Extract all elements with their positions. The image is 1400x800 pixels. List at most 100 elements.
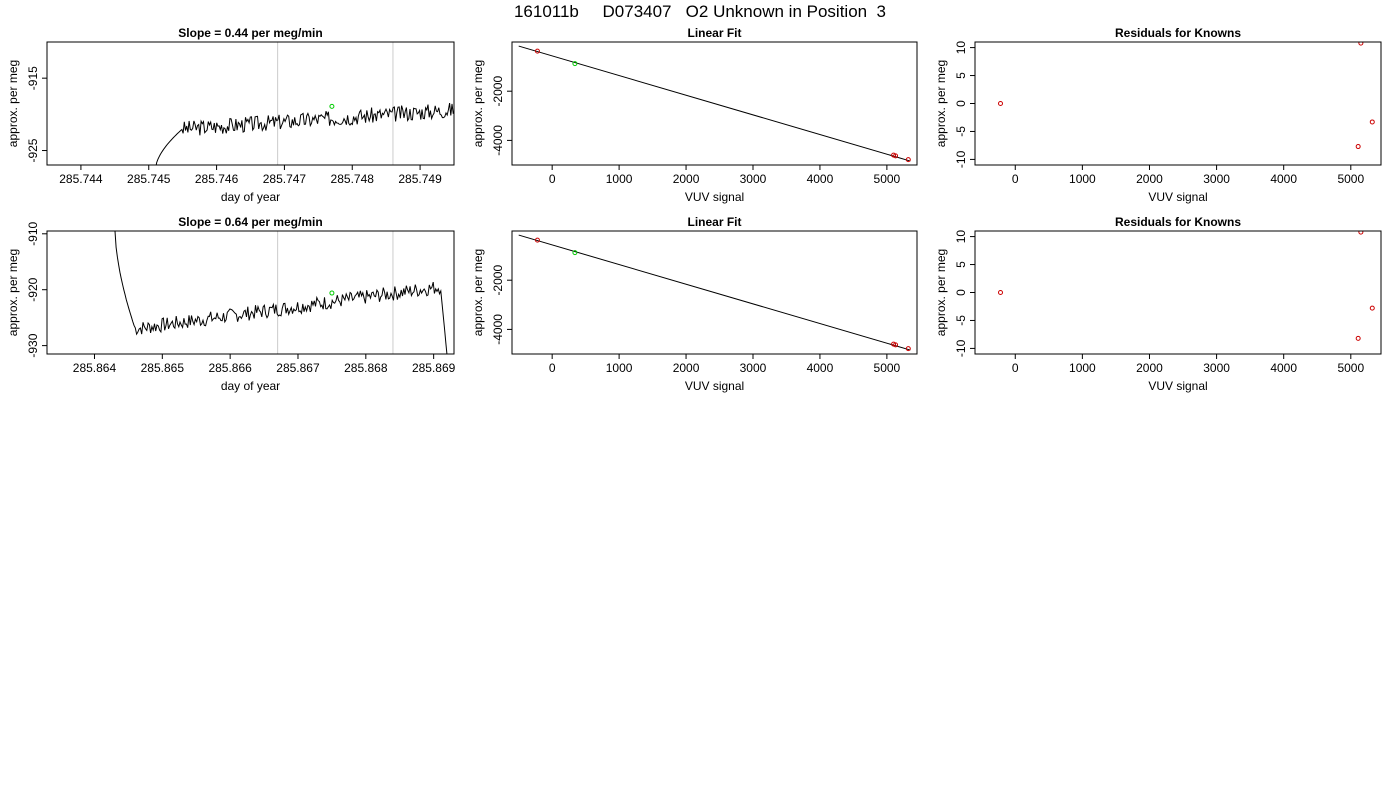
x-tick-label: 3000	[740, 361, 767, 375]
x-tick-label: 0	[549, 172, 556, 186]
x-tick-label: 285.745	[127, 172, 171, 186]
known-point	[1355, 144, 1361, 150]
chart-panel: Slope = 0.64 per meg/min day of year appro…	[6, 215, 456, 393]
unknown-point	[572, 61, 578, 67]
x-tick-label: 2000	[1136, 361, 1163, 375]
x-tick-label: 0	[1012, 361, 1019, 375]
y-tick-label: 10	[954, 230, 968, 244]
x-tick-label: 2000	[673, 172, 700, 186]
chart-panel: Linear Fit VUV signal approx. per meg 0 1000…	[471, 215, 918, 393]
y-tick-label: -4000	[491, 314, 505, 345]
plot-frame	[511, 41, 918, 166]
y-tick-label: -915	[26, 66, 40, 90]
x-tick-label: 3000	[1203, 172, 1230, 186]
x-tick-label: 5000	[1337, 172, 1364, 186]
panel-title: Linear Fit	[687, 215, 741, 229]
y-tick-label: -5	[954, 126, 968, 137]
y-tick-label: 5	[954, 72, 968, 79]
x-tick-label: 5000	[874, 361, 901, 375]
x-tick-label: 5000	[874, 172, 901, 186]
page-title: 161011b D073407 O2 Unknown in Position 3	[513, 2, 887, 21]
x-axis-label: VUV signal	[1148, 190, 1207, 204]
panel-title: Slope = 0.64 per meg/min	[178, 215, 322, 229]
panel-title: Residuals for Knowns	[1115, 215, 1241, 229]
plot-area	[518, 234, 911, 352]
x-tick-label: 285.869	[412, 361, 456, 375]
x-tick-label: 3000	[1203, 361, 1230, 375]
plot-area	[518, 45, 911, 163]
plot-frame	[974, 230, 1382, 355]
x-tick-label: 1000	[1069, 361, 1096, 375]
chart-panel: Residuals for Knowns VUV signal approx. pe…	[934, 26, 1382, 204]
x-tick-label: 1000	[1069, 172, 1096, 186]
x-tick-label: 4000	[1270, 172, 1297, 186]
unknown-point	[329, 290, 335, 296]
x-tick-label: 285.747	[263, 172, 307, 186]
x-tick-label: 0	[549, 361, 556, 375]
known-point	[905, 157, 911, 163]
y-tick-label: 5	[954, 261, 968, 268]
known-point	[1369, 119, 1375, 125]
y-tick-label: 10	[954, 41, 968, 55]
panel-title: Linear Fit	[687, 26, 741, 40]
chart-panel: Linear Fit VUV signal approx. per meg 0 1000…	[471, 26, 918, 204]
x-tick-label: 285.867	[276, 361, 320, 375]
known-point	[1355, 335, 1361, 341]
plot-area	[114, 231, 448, 354]
y-tick-label: -4000	[491, 125, 505, 156]
known-point	[998, 101, 1004, 106]
y-tick-label: -2000	[491, 265, 505, 296]
y-tick-label: -2000	[491, 76, 505, 107]
x-tick-label: 285.749	[398, 172, 442, 186]
x-axis-label: VUV signal	[685, 379, 744, 393]
x-axis-label: VUV signal	[1148, 379, 1207, 393]
known-point	[1358, 42, 1364, 46]
y-tick-label: -910	[26, 221, 40, 245]
unknown-point	[572, 250, 578, 256]
x-tick-label: 0	[1012, 172, 1019, 186]
y-tick-label: -10	[954, 339, 968, 357]
y-axis-label: approx. per meg	[471, 60, 485, 147]
known-point	[998, 290, 1004, 295]
fit-line	[518, 45, 911, 162]
x-tick-label: 5000	[1337, 361, 1364, 375]
y-axis-label: approx. per meg	[934, 249, 948, 336]
x-tick-label: 285.865	[141, 361, 185, 375]
chart-panel: Slope = 0.44 per meg/min day of year appro…	[6, 26, 455, 204]
y-tick-label: -930	[26, 333, 40, 357]
known-point	[1369, 305, 1375, 311]
x-tick-label: 285.864	[73, 361, 117, 375]
known-point	[893, 153, 899, 159]
x-tick-label: 285.746	[195, 172, 239, 186]
plot-frame	[974, 41, 1382, 166]
y-axis-label: approx. per meg	[934, 60, 948, 147]
panel-title: Residuals for Knowns	[1115, 26, 1241, 40]
plot-frame	[511, 230, 918, 355]
y-tick-label: -920	[26, 277, 40, 301]
x-tick-label: 4000	[807, 361, 834, 375]
data-trace	[114, 231, 448, 354]
x-tick-label: 285.744	[59, 172, 103, 186]
x-axis-label: day of year	[221, 190, 280, 204]
plot-area	[998, 42, 1375, 150]
y-axis-label: approx. per meg	[6, 249, 20, 336]
fit-line	[518, 234, 911, 351]
y-tick-label: -10	[954, 150, 968, 168]
y-tick-label: 0	[954, 289, 968, 296]
known-point	[534, 48, 540, 54]
unknown-point	[329, 103, 335, 109]
x-axis-label: day of year	[221, 379, 280, 393]
chart-panel: Residuals for Knowns VUV signal approx. pe…	[934, 215, 1382, 393]
x-tick-label: 4000	[807, 172, 834, 186]
x-tick-label: 285.868	[344, 361, 388, 375]
y-tick-label: 0	[954, 100, 968, 107]
x-axis-label: VUV signal	[685, 190, 744, 204]
known-point	[893, 342, 899, 348]
x-tick-label: 1000	[606, 172, 633, 186]
plot-frame	[46, 41, 455, 166]
known-point	[1358, 231, 1364, 235]
panel-title: Slope = 0.44 per meg/min	[178, 26, 322, 40]
y-axis-label: approx. per meg	[6, 60, 20, 147]
y-tick-label: -5	[954, 315, 968, 326]
